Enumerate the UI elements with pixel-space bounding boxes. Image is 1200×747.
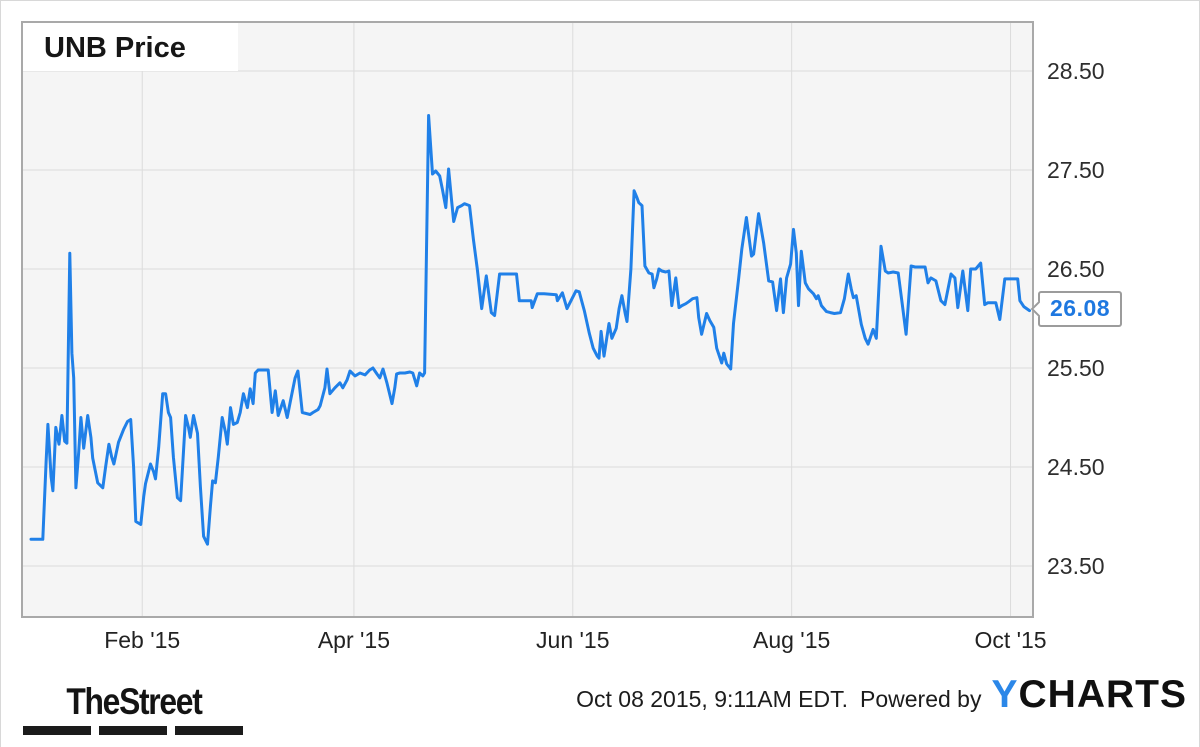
y-axis-tick-label: 28.50 xyxy=(1047,58,1105,84)
y-axis-tick-label: 23.50 xyxy=(1047,553,1105,579)
x-axis-tick-label: Feb '15 xyxy=(104,627,181,653)
footer: TheStreet Oct 08 2015, 9:11AM EDT. Power… xyxy=(1,661,1199,747)
attribution: Oct 08 2015, 9:11AM EDT. Powered by YCHA… xyxy=(576,673,1187,717)
y-axis-tick-label: 26.50 xyxy=(1047,256,1105,282)
y-axis-tick-label: 24.50 xyxy=(1047,454,1105,480)
timestamp: Oct 08 2015, 9:11AM EDT. xyxy=(576,686,849,712)
last-price-callout: 26.08 xyxy=(1030,291,1123,327)
price-line-series xyxy=(29,114,1031,546)
thestreet-logo-bars-icon xyxy=(23,726,245,735)
thestreet-logo: TheStreet xyxy=(23,681,245,735)
x-axis-tick-label: Apr '15 xyxy=(317,627,390,653)
ycharts-logo: YCHARTS xyxy=(991,673,1187,717)
x-axis-tick-label: Jun '15 xyxy=(536,627,610,653)
last-price-value: 26.08 xyxy=(1050,295,1111,321)
ycharts-logo-y: Y xyxy=(991,673,1019,716)
chart-title: UNB Price xyxy=(44,32,186,64)
chart-title-chip: UNB Price xyxy=(23,23,238,71)
thestreet-logo-text: TheStreet xyxy=(66,681,202,722)
x-axis-tick-label: Oct '15 xyxy=(974,627,1047,653)
powered-by-label: Powered by xyxy=(860,686,982,712)
logo-bar xyxy=(99,726,167,735)
y-axis-tick-label: 27.50 xyxy=(1047,157,1105,183)
price-chart: UNB Price xyxy=(21,21,1034,618)
logo-bar xyxy=(23,726,91,735)
line-chart-plot xyxy=(23,23,1032,616)
ycharts-logo-rest: CHARTS xyxy=(1018,673,1187,716)
logo-bar xyxy=(175,726,243,735)
x-axis-tick-label: Aug '15 xyxy=(752,627,831,653)
y-axis-tick-label: 25.50 xyxy=(1047,355,1105,381)
